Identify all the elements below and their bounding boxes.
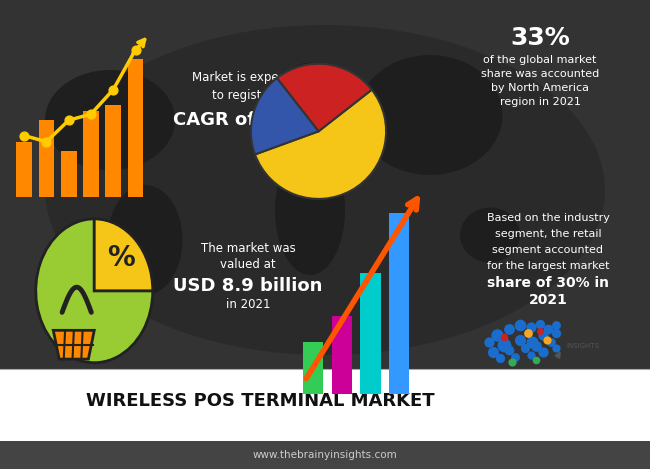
Text: share of 30% in: share of 30% in — [487, 276, 609, 290]
Text: to register a: to register a — [212, 90, 284, 103]
Point — [507, 358, 517, 365]
Ellipse shape — [358, 55, 502, 175]
Point — [86, 110, 96, 118]
Point — [543, 325, 553, 333]
Point — [131, 46, 141, 53]
Text: in 2021: in 2021 — [226, 298, 270, 311]
Text: BRAINY: BRAINY — [567, 329, 611, 339]
Point — [551, 330, 561, 337]
Point — [504, 347, 514, 354]
Point — [530, 356, 541, 363]
Text: THE: THE — [567, 318, 584, 327]
Point — [515, 322, 525, 329]
Text: Market is expected: Market is expected — [192, 71, 304, 84]
Text: 2021: 2021 — [528, 293, 567, 307]
Bar — [332, 316, 352, 394]
Point — [499, 341, 510, 349]
Point — [551, 322, 561, 329]
Ellipse shape — [278, 62, 343, 137]
Text: The market was: The market was — [201, 242, 295, 255]
Text: INSIGHTS: INSIGHTS — [567, 343, 600, 349]
Point — [515, 336, 525, 344]
Bar — [105, 105, 121, 197]
Text: segment accounted: segment accounted — [493, 245, 603, 255]
Text: region in 2021: region in 2021 — [500, 97, 580, 107]
Point — [526, 323, 536, 331]
Polygon shape — [53, 330, 94, 359]
Text: segment, the retail: segment, the retail — [495, 229, 601, 239]
Bar — [83, 111, 99, 197]
Text: %: % — [107, 244, 135, 272]
Text: 33%: 33% — [510, 26, 570, 50]
Point — [499, 333, 510, 341]
Text: share was accounted: share was accounted — [481, 69, 599, 79]
Wedge shape — [36, 219, 153, 363]
Text: of the global market: of the global market — [484, 55, 597, 65]
Point — [41, 138, 51, 145]
Point — [504, 325, 514, 333]
FancyArrowPatch shape — [306, 199, 417, 378]
Text: USD 8.9 billion: USD 8.9 billion — [174, 277, 322, 295]
Bar — [304, 342, 323, 394]
Text: WIRELESS POS TERMINAL MARKET: WIRELESS POS TERMINAL MARKET — [86, 392, 434, 410]
Point — [484, 338, 494, 346]
Bar — [38, 120, 54, 197]
Ellipse shape — [275, 145, 345, 275]
Bar — [0, 441, 650, 469]
Point — [488, 348, 499, 356]
Bar — [128, 59, 144, 197]
Point — [491, 332, 502, 339]
Ellipse shape — [460, 207, 520, 263]
Text: CAGR of 12.6%: CAGR of 12.6% — [172, 111, 324, 129]
Point — [535, 327, 545, 334]
Point — [64, 116, 74, 124]
Point — [523, 330, 533, 337]
Bar — [361, 273, 380, 394]
Wedge shape — [277, 64, 372, 131]
Ellipse shape — [107, 185, 183, 295]
Point — [535, 320, 545, 328]
Point — [538, 348, 549, 356]
Ellipse shape — [45, 25, 605, 355]
FancyBboxPatch shape — [0, 369, 650, 469]
Point — [495, 355, 505, 362]
Point — [527, 338, 538, 346]
Ellipse shape — [45, 70, 175, 170]
Wedge shape — [251, 78, 318, 154]
Point — [108, 86, 118, 93]
Bar — [16, 142, 32, 197]
Point — [510, 353, 521, 361]
Text: by North America: by North America — [491, 83, 589, 93]
Text: Based on the industry: Based on the industry — [487, 213, 610, 223]
Point — [546, 338, 556, 346]
Wedge shape — [255, 90, 386, 199]
Point — [530, 343, 541, 350]
Point — [551, 345, 561, 352]
Point — [519, 345, 530, 352]
Point — [526, 351, 536, 359]
Point — [538, 332, 549, 339]
Point — [19, 132, 29, 139]
Wedge shape — [94, 219, 153, 291]
Text: for the largest market: for the largest market — [487, 261, 609, 271]
Bar — [61, 151, 77, 197]
Point — [541, 336, 552, 344]
Text: www.thebrainyinsights.com: www.thebrainyinsights.com — [253, 450, 397, 460]
Text: valued at: valued at — [220, 258, 276, 272]
Ellipse shape — [256, 131, 381, 148]
Bar — [389, 213, 409, 394]
